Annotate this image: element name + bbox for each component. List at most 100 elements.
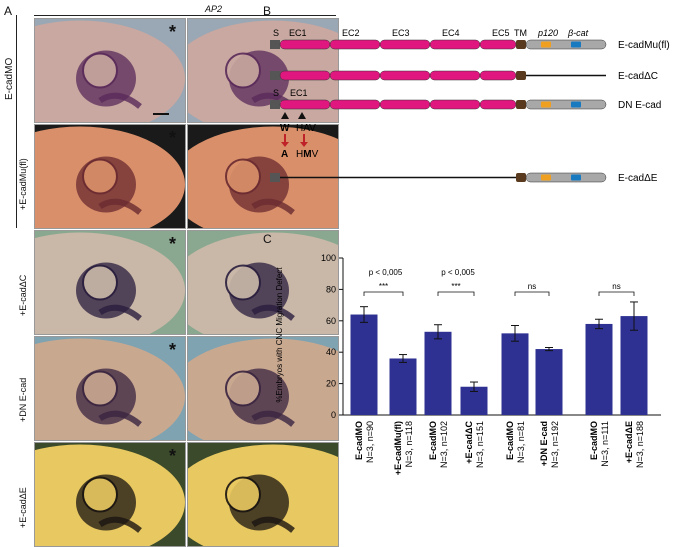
p120-site — [541, 41, 551, 48]
category-name: E-cadMO — [589, 421, 599, 460]
embryo-drawing — [188, 126, 338, 228]
embryo-photo — [187, 18, 339, 123]
signal-domain — [270, 173, 280, 182]
embryo-drawing — [188, 444, 338, 546]
mutation-to-hmv: HMV — [296, 149, 319, 160]
eye-region — [82, 264, 118, 301]
category-label: +E-cadΔC — [464, 421, 474, 464]
embryo-photo — [187, 442, 339, 547]
embryo-photo: * — [34, 124, 186, 229]
y-axis-label: %Embryos with CNC Migration Defect — [275, 267, 284, 403]
embryo-photo: * — [34, 18, 186, 123]
category-label: +DN E-cad — [539, 421, 549, 466]
bar — [424, 331, 452, 415]
stain-stream — [98, 198, 142, 215]
construct-dn — [270, 99, 607, 119]
eye-region — [82, 158, 118, 195]
cyto-domain — [525, 39, 607, 50]
bcat-site — [571, 174, 581, 181]
mutation-arrowhead-left — [281, 112, 289, 119]
panel-c-letter: C — [263, 232, 272, 246]
stain-stream — [251, 304, 295, 321]
mutation-to-a: A — [281, 149, 288, 160]
ec1-domain — [279, 39, 331, 50]
category-name: +E-cadΔE — [624, 421, 634, 463]
row-label: +DN E-cad — [18, 377, 28, 422]
ec2-domain — [329, 70, 381, 81]
injected-side-star: * — [169, 340, 177, 360]
group-bracket — [16, 15, 17, 228]
stain-stream — [98, 92, 142, 109]
stain-stream — [251, 516, 295, 533]
scale-bar — [153, 113, 169, 115]
construct-1-label: E-cadMu(fl) — [618, 40, 670, 51]
injected-side-star: * — [169, 128, 177, 148]
p120-label: p120 — [537, 28, 558, 38]
domain-diagram: S EC1 EC2 EC3 EC4 EC5 TM p120 β-cat E-ca… — [270, 28, 670, 184]
ec5-domain — [479, 70, 517, 81]
p-value-label: p < 0,005 — [441, 268, 475, 277]
ec4-domain — [429, 39, 481, 50]
category-label: +E-cadΔE — [624, 421, 634, 463]
significance-bracket — [598, 291, 635, 296]
significance-marker: ns — [528, 282, 536, 291]
bar — [620, 316, 648, 415]
y-tick-label: 80 — [326, 284, 336, 294]
injected-side-star: * — [169, 22, 177, 42]
significance-bracket — [363, 291, 404, 296]
eye-region — [225, 264, 261, 301]
category-n: N=3, n=90 — [365, 421, 375, 463]
mutation-to-m: M — [303, 149, 311, 160]
embryo-photo — [187, 336, 339, 441]
category-label: E-cadMO — [505, 421, 515, 460]
bar — [585, 323, 613, 415]
embryo-photo: * — [34, 442, 186, 547]
bar — [389, 358, 417, 415]
tm-domain — [516, 40, 526, 49]
construct-delta-c — [270, 70, 606, 81]
significance-marker: *** — [379, 282, 388, 291]
category-n: N=3, n=102 — [439, 421, 449, 468]
category-label: E-cadMO — [589, 421, 599, 460]
row-label: +E-cadMu(fl) — [18, 157, 28, 210]
ec1-domain — [279, 70, 331, 81]
eye-region — [225, 370, 261, 407]
tm-domain — [516, 100, 526, 109]
gene-label: AP2 — [205, 4, 223, 14]
eye-region — [225, 52, 261, 89]
embryo-photo: * — [34, 336, 186, 441]
category-label: E-cadMO — [428, 421, 438, 460]
mutation-from-w: W — [280, 123, 290, 134]
category-name: E-cadMO — [505, 421, 515, 460]
category-n: N=3, n=81 — [516, 421, 526, 463]
bcat-site — [571, 41, 581, 48]
y-tick-label: 20 — [326, 379, 336, 389]
mutation-arrowhead-right — [298, 112, 306, 119]
ec3-domain — [379, 99, 431, 110]
tm-domain — [516, 173, 526, 182]
embryo-photo — [187, 124, 339, 229]
y-tick-label: 40 — [326, 347, 336, 357]
ec4-domain — [429, 99, 481, 110]
stain-stream — [251, 410, 295, 427]
ec1-label: EC1 — [289, 28, 307, 38]
ec3-domain — [379, 70, 431, 81]
category-label: +E-cadMu(fl) — [393, 421, 403, 475]
ec2-domain — [329, 99, 381, 110]
signal-domain — [270, 40, 280, 49]
cyto-domain — [525, 99, 607, 110]
tm-label: TM — [514, 28, 527, 38]
eye-region — [82, 476, 118, 513]
ec3-label: EC3 — [392, 28, 410, 38]
tm-domain — [516, 71, 526, 80]
embryo-drawing — [35, 338, 185, 440]
mutation-to-h: H — [296, 149, 303, 160]
embryo-drawing — [188, 338, 338, 440]
signal-label: S — [273, 28, 279, 38]
ec2-domain — [329, 39, 381, 50]
ec5-domain — [479, 99, 517, 110]
ec1-domain — [279, 99, 331, 110]
construct-full — [270, 39, 607, 50]
gene-label-rule — [34, 15, 336, 16]
mutation-from-hav: HAV — [296, 123, 316, 134]
